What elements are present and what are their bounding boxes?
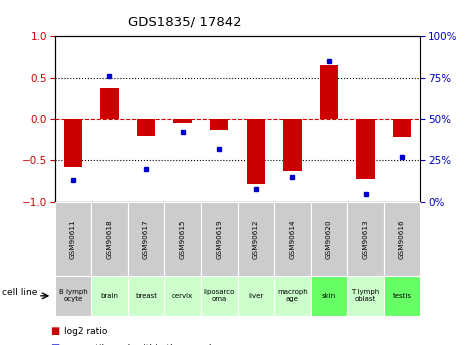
Text: GSM90618: GSM90618 bbox=[106, 219, 113, 259]
Bar bbox=[283, 119, 302, 171]
Text: GSM90612: GSM90612 bbox=[253, 219, 259, 259]
Text: GSM90611: GSM90611 bbox=[70, 219, 76, 259]
Text: brain: brain bbox=[101, 293, 118, 299]
Text: ■: ■ bbox=[50, 326, 59, 336]
Text: GSM90616: GSM90616 bbox=[399, 219, 405, 259]
Bar bbox=[356, 119, 375, 179]
Text: testis: testis bbox=[392, 293, 411, 299]
Text: GSM90617: GSM90617 bbox=[143, 219, 149, 259]
Text: GSM90619: GSM90619 bbox=[216, 219, 222, 259]
Text: GSM90614: GSM90614 bbox=[289, 219, 295, 259]
Text: GSM90620: GSM90620 bbox=[326, 219, 332, 259]
Text: B lymph
ocyte: B lymph ocyte bbox=[58, 289, 87, 302]
Text: GDS1835/ 17842: GDS1835/ 17842 bbox=[128, 16, 242, 29]
Text: liposarco
oma: liposarco oma bbox=[203, 289, 235, 302]
Text: ■: ■ bbox=[50, 344, 59, 345]
Bar bbox=[393, 119, 411, 137]
Text: GSM90615: GSM90615 bbox=[180, 219, 186, 259]
Text: skin: skin bbox=[322, 293, 336, 299]
Text: breast: breast bbox=[135, 293, 157, 299]
Text: T lymph
oblast: T lymph oblast bbox=[352, 289, 380, 302]
Bar bbox=[320, 65, 338, 119]
Text: log2 ratio: log2 ratio bbox=[64, 327, 107, 336]
Bar bbox=[247, 119, 265, 184]
Bar bbox=[210, 119, 228, 130]
Text: macroph
age: macroph age bbox=[277, 289, 308, 302]
Text: percentile rank within the sample: percentile rank within the sample bbox=[64, 344, 217, 345]
Text: GSM90613: GSM90613 bbox=[362, 219, 369, 259]
Text: cervix: cervix bbox=[172, 293, 193, 299]
Text: liver: liver bbox=[248, 293, 264, 299]
Bar bbox=[173, 119, 192, 123]
Text: cell line: cell line bbox=[2, 288, 38, 297]
Bar bbox=[64, 119, 82, 167]
Bar bbox=[137, 119, 155, 136]
Bar bbox=[100, 88, 119, 119]
